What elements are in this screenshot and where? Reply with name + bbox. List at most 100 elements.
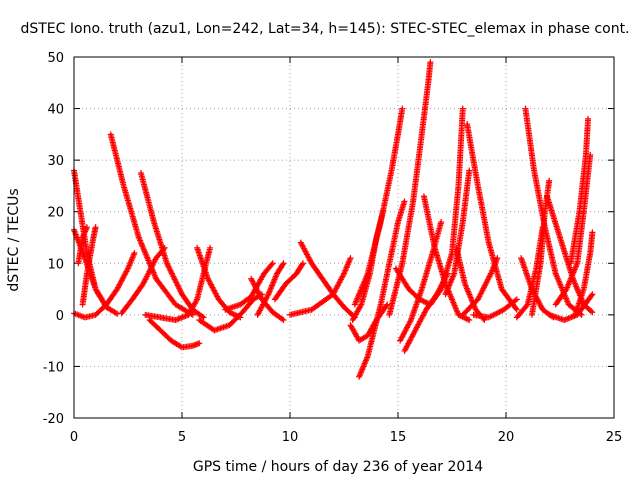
plot-frame bbox=[73, 56, 615, 419]
satellite-track-16 bbox=[271, 260, 306, 303]
y-tick-label: 0 bbox=[56, 309, 64, 324]
satellite-track-5 bbox=[75, 224, 90, 267]
data-point bbox=[589, 309, 596, 316]
data-point bbox=[280, 260, 287, 267]
satellite-track-6 bbox=[107, 131, 196, 318]
data-point bbox=[494, 255, 501, 262]
satellite-track-14 bbox=[222, 260, 276, 313]
x-tick-label: 0 bbox=[70, 430, 78, 445]
satellite-track-19 bbox=[347, 301, 391, 344]
data-point bbox=[196, 340, 203, 347]
data-point bbox=[279, 316, 286, 323]
data-point bbox=[588, 308, 595, 315]
satellite-track-36 bbox=[522, 105, 585, 318]
satellite-track-29 bbox=[442, 167, 473, 298]
data-point bbox=[102, 302, 109, 309]
satellite-track-33 bbox=[470, 296, 520, 321]
satellite-track-9 bbox=[146, 317, 203, 351]
data-point bbox=[512, 305, 519, 312]
data-point bbox=[112, 309, 119, 316]
data-point bbox=[427, 59, 434, 66]
data-point bbox=[230, 311, 237, 318]
x-tick-label: 15 bbox=[390, 430, 407, 445]
y-tick-label: 20 bbox=[47, 206, 64, 221]
data-point bbox=[512, 297, 519, 304]
data-point bbox=[207, 244, 214, 251]
axis-ticks: 0 5 10 15 20 25 -20 -10 0 10 20 30 40 50 bbox=[43, 51, 623, 445]
y-axis-label: dSTEC / TECUs bbox=[6, 188, 22, 291]
data-point bbox=[299, 260, 306, 267]
x-axis-label: GPS time / hours of day 236 of year 2014 bbox=[193, 459, 483, 475]
satellite-track-32 bbox=[459, 255, 501, 318]
data-point bbox=[466, 167, 473, 174]
data-point bbox=[131, 249, 138, 256]
data-point bbox=[466, 317, 473, 324]
satellite-track-18 bbox=[287, 255, 354, 318]
data-point bbox=[268, 261, 275, 268]
data-point bbox=[463, 315, 470, 322]
y-tick-label: 10 bbox=[47, 257, 64, 272]
y-tick-label: -10 bbox=[43, 360, 64, 375]
data-point bbox=[588, 292, 595, 299]
data-point bbox=[383, 302, 390, 309]
data-point bbox=[513, 296, 520, 303]
data-point bbox=[585, 115, 592, 122]
data-point bbox=[416, 296, 423, 303]
satellite-track-28 bbox=[427, 105, 466, 308]
data-point bbox=[347, 255, 354, 262]
data-point bbox=[229, 310, 236, 317]
data-point bbox=[103, 304, 110, 311]
data-point bbox=[464, 316, 471, 323]
satellite-track-10 bbox=[142, 244, 214, 324]
x-tick-label: 5 bbox=[178, 430, 186, 445]
x-tick-label: 25 bbox=[606, 430, 623, 445]
x-tick-label: 20 bbox=[498, 430, 515, 445]
data-point bbox=[438, 219, 445, 226]
data-point bbox=[437, 287, 444, 294]
satellite-track-26 bbox=[392, 265, 434, 308]
data-point bbox=[546, 177, 553, 184]
data-point bbox=[280, 317, 287, 324]
data-point bbox=[399, 105, 406, 112]
data-point bbox=[459, 105, 466, 112]
data-point bbox=[401, 198, 408, 205]
satellite-track-41 bbox=[572, 229, 596, 318]
data-point bbox=[83, 224, 90, 231]
data-point bbox=[199, 313, 206, 320]
data-point bbox=[417, 297, 424, 304]
y-tick-label: 40 bbox=[47, 103, 64, 118]
data-point bbox=[227, 309, 234, 316]
satellite-track-31 bbox=[464, 121, 520, 313]
grid bbox=[74, 57, 614, 418]
data-point bbox=[513, 306, 520, 313]
satellite-track-4 bbox=[79, 224, 99, 308]
chart-title: dSTEC Iono. truth (azu1, Lon=242, Lat=34… bbox=[20, 21, 629, 37]
data-point bbox=[384, 301, 391, 308]
data-point bbox=[299, 261, 306, 268]
satellite-track-42 bbox=[567, 115, 592, 267]
satellite-track-15 bbox=[254, 260, 287, 318]
data-point bbox=[462, 315, 469, 322]
x-tick-label: 10 bbox=[282, 430, 299, 445]
data-series bbox=[71, 59, 596, 380]
data-point bbox=[420, 298, 427, 305]
data-point bbox=[419, 297, 426, 304]
satellite-track-7 bbox=[118, 244, 168, 317]
data-point bbox=[269, 260, 276, 267]
satellite-track-21 bbox=[356, 198, 408, 380]
y-tick-label: -20 bbox=[43, 412, 64, 427]
y-tick-label: 50 bbox=[47, 51, 64, 66]
y-tick-label: 30 bbox=[47, 154, 64, 169]
data-point bbox=[279, 261, 286, 268]
data-point bbox=[200, 314, 207, 321]
data-point bbox=[92, 224, 99, 231]
data-point bbox=[589, 291, 596, 298]
data-point bbox=[589, 229, 596, 236]
data-point bbox=[456, 312, 463, 319]
satellite-track-22 bbox=[351, 105, 406, 308]
satellite-track-39 bbox=[546, 291, 596, 324]
satellite-track-38 bbox=[544, 193, 596, 316]
data-point bbox=[422, 298, 428, 305]
data-point bbox=[423, 299, 430, 306]
